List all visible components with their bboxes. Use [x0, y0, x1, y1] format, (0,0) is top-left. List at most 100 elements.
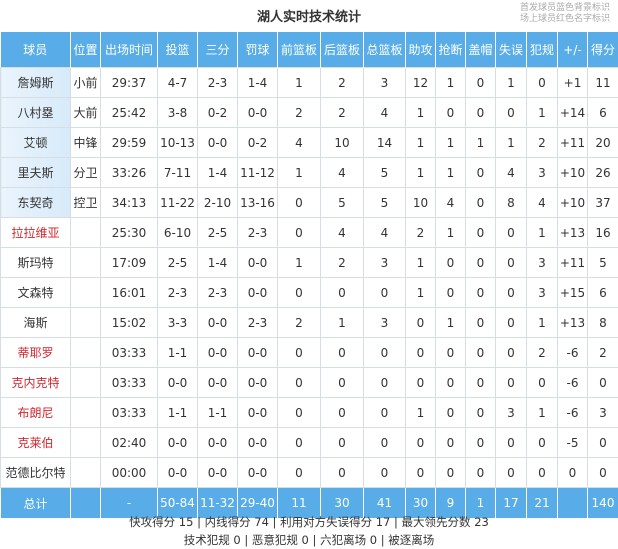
stat-cell: 1-1: [157, 337, 198, 368]
column-header[interactable]: +/-: [557, 32, 588, 68]
player-name[interactable]: 艾顿: [0, 127, 71, 158]
stat-cell: 0-0: [237, 367, 278, 398]
stat-cell: 2: [320, 247, 364, 278]
stat-cell: 中锋: [70, 127, 101, 158]
stat-cell: [70, 367, 101, 398]
player-name[interactable]: 八村塁: [0, 97, 71, 128]
column-header[interactable]: 罚球: [237, 32, 278, 68]
stat-cell: +10: [557, 157, 588, 188]
stat-cell: 1: [277, 157, 321, 188]
stat-cell: 1: [435, 307, 466, 338]
column-header[interactable]: 位置: [70, 32, 101, 68]
player-name[interactable]: 克内克特: [0, 367, 71, 398]
stat-cell: 1: [405, 277, 436, 308]
player-row: 艾顿 中锋 29:59 10-13 0-0 0-2 4 10 14 1 1 1 1 2 +11 20: [0, 127, 618, 158]
stat-cell: 0-0: [157, 367, 198, 398]
player-name[interactable]: 詹姆斯: [0, 67, 71, 98]
column-header[interactable]: 失误: [495, 32, 527, 68]
player-name[interactable]: 范德比尔特: [0, 457, 71, 488]
stat-cell: 0-0: [237, 247, 278, 278]
stat-cell: 0: [435, 367, 466, 398]
column-header[interactable]: 出场时间: [100, 32, 158, 68]
player-row: 东契奇 控卫 34:13 11-22 2-10 13-16 0 5 5 10 4 0 8 4 +10 37: [0, 187, 618, 218]
stat-cell: 0: [587, 427, 618, 458]
column-header[interactable]: 投篮: [157, 32, 198, 68]
column-header[interactable]: 犯规: [526, 32, 558, 68]
stat-cell: 0-0: [197, 367, 238, 398]
column-header[interactable]: 助攻: [405, 32, 436, 68]
stat-cell: 0: [465, 97, 496, 128]
stat-cell: 0: [465, 367, 496, 398]
stat-cell: 34:13: [100, 187, 158, 218]
stat-cell: 3: [587, 397, 618, 428]
stat-cell: 0: [526, 427, 558, 458]
stat-cell: 0: [495, 337, 527, 368]
stat-cell: 2: [277, 307, 321, 338]
stat-cell: 0: [435, 247, 466, 278]
stat-cell: 1: [405, 157, 436, 188]
stat-cell: 4: [526, 187, 558, 218]
player-name[interactable]: 东契奇: [0, 187, 71, 218]
stat-cell: 20: [587, 127, 618, 158]
stat-cell: 0: [465, 67, 496, 98]
stat-cell: 0: [465, 157, 496, 188]
stat-cell: 1: [435, 157, 466, 188]
player-row: 斯玛特 17:09 2-5 1-4 0-0 1 2 3 1 0 0 0 3 +11 5: [0, 247, 618, 278]
column-header[interactable]: 球员: [0, 32, 71, 68]
column-header[interactable]: 三分: [197, 32, 238, 68]
stat-cell: 0: [277, 187, 321, 218]
stat-cell: 3: [363, 307, 406, 338]
player-name[interactable]: 克莱伯: [0, 427, 71, 458]
stat-cell: 0: [405, 457, 436, 488]
stat-cell: 4-7: [157, 67, 198, 98]
player-name[interactable]: 拉拉维亚: [0, 217, 71, 248]
stat-cell: 0-0: [197, 427, 238, 458]
player-name[interactable]: 斯玛特: [0, 247, 71, 278]
stat-cell: 0: [363, 457, 406, 488]
player-name[interactable]: 布朗尼: [0, 397, 71, 428]
stat-cell: 0: [405, 427, 436, 458]
total-cell: 1: [465, 487, 496, 519]
player-name[interactable]: 里夫斯: [0, 157, 71, 188]
column-header[interactable]: 前篮板: [277, 32, 321, 68]
stat-cell: 2: [526, 127, 558, 158]
stat-cell: 0: [465, 337, 496, 368]
stat-cell: 33:26: [100, 157, 158, 188]
stat-cell: 2: [320, 97, 364, 128]
column-header[interactable]: 总篮板: [363, 32, 406, 68]
column-header[interactable]: 抢断: [435, 32, 466, 68]
stat-cell: 2-5: [197, 217, 238, 248]
stat-cell: 2-10: [197, 187, 238, 218]
stat-cell: 03:33: [100, 367, 158, 398]
stat-cell: 0-0: [157, 457, 198, 488]
stat-cell: 1: [435, 217, 466, 248]
stat-cell: 3: [526, 277, 558, 308]
stat-cell: 2-3: [237, 217, 278, 248]
column-header[interactable]: 盖帽: [465, 32, 496, 68]
player-row: 八村塁 大前 25:42 3-8 0-2 0-0 2 2 4 1 0 0 0 1 +14 6: [0, 97, 618, 128]
player-name[interactable]: 海斯: [0, 307, 71, 338]
stat-cell: 0: [465, 247, 496, 278]
stat-cell: 0: [495, 247, 527, 278]
column-header[interactable]: 后篮板: [320, 32, 364, 68]
stat-cell: 5: [587, 247, 618, 278]
player-name[interactable]: 文森特: [0, 277, 71, 308]
stat-cell: 1: [405, 127, 436, 158]
stat-cell: 0: [526, 367, 558, 398]
stat-cell: 02:40: [100, 427, 158, 458]
column-header[interactable]: 得分: [587, 32, 618, 68]
stat-cell: [70, 247, 101, 278]
stat-cell: 5: [363, 187, 406, 218]
stat-cell: 1: [526, 97, 558, 128]
stat-cell: 03:33: [100, 397, 158, 428]
stat-cell: 0-0: [197, 337, 238, 368]
stat-cell: 1: [435, 67, 466, 98]
stat-cell: 0: [363, 397, 406, 428]
stat-cell: 0-0: [237, 277, 278, 308]
stat-cell: +11: [557, 127, 588, 158]
box-score-table: 球员 位置 出场时间 投篮 三分 罚球 前篮板 后篮板 总篮板 助攻 抢断 盖帽 失误 犯规 +/- 得分 詹…: [0, 32, 618, 519]
total-cell: -: [100, 487, 158, 519]
stat-cell: 0: [526, 67, 558, 98]
total-cell: 30: [405, 487, 436, 519]
player-name[interactable]: 蒂耶罗: [0, 337, 71, 368]
